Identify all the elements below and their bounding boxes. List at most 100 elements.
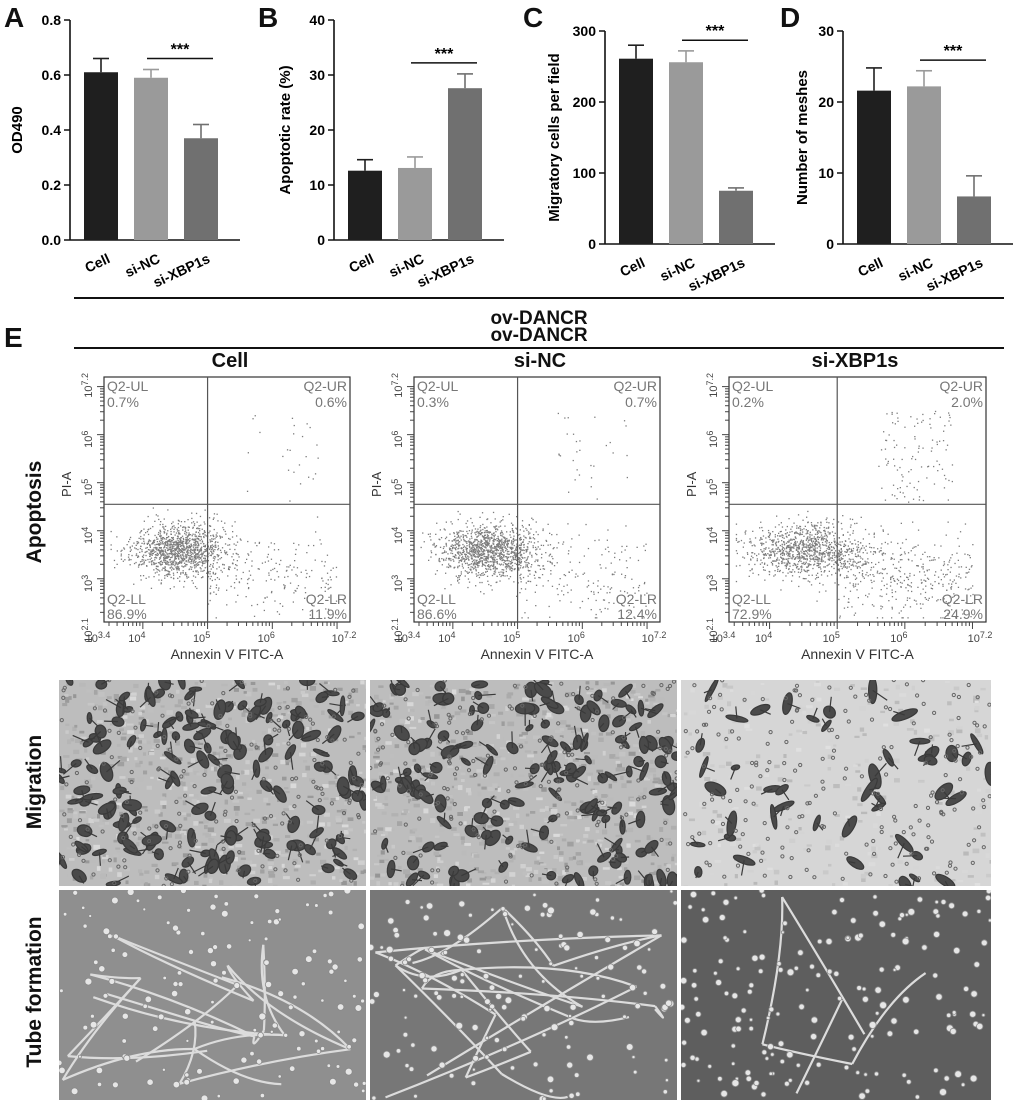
x-tick-label: 103.4 xyxy=(711,630,736,645)
y-tick-label: 0.8 xyxy=(42,12,62,28)
quadrant-name-ul: Q2-UL xyxy=(107,378,148,394)
panel-label-a: A xyxy=(4,2,25,33)
x-axis-title: Annexin V FITC-A xyxy=(481,646,594,662)
y-tick-label: 0.2 xyxy=(42,177,62,193)
y-axis-title: OD490 xyxy=(9,106,26,154)
quadrant-value-ur: 2.0% xyxy=(951,394,983,410)
x-tick-label: Cell xyxy=(617,254,647,279)
quadrant-value-ll: 86.6% xyxy=(417,606,457,622)
quadrant-value-ur: 0.7% xyxy=(625,394,657,410)
y-tick-label: 200 xyxy=(573,94,597,110)
migration-image-si-xbp1s xyxy=(681,680,991,886)
x-tick-label: 105 xyxy=(823,630,840,645)
quadrant-name-ll: Q2-LL xyxy=(107,591,146,607)
significance-label: *** xyxy=(944,43,963,60)
bar xyxy=(348,170,382,240)
x-tick-label: 105 xyxy=(193,630,210,645)
x-tick-label: 107.2 xyxy=(332,630,357,645)
quadrant-value-lr: 11.9% xyxy=(308,606,347,622)
background xyxy=(370,890,677,1100)
x-tick-label: 106 xyxy=(568,630,585,645)
y-tick-label: 105 xyxy=(80,479,95,496)
panel-label-c: C xyxy=(523,2,544,33)
x-tick-label: 103.4 xyxy=(86,630,111,645)
y-axis-title: PI-A xyxy=(59,471,74,497)
y-tick-label: 0 xyxy=(317,232,325,248)
x-tick-label: 103.4 xyxy=(396,630,421,645)
row-label-apoptosis: Apoptosis xyxy=(23,460,46,564)
y-tick-label: 300 xyxy=(573,23,597,39)
group-rule-e xyxy=(74,347,1004,349)
quadrant-value-lr: 24.9% xyxy=(943,606,983,622)
bar xyxy=(957,196,991,244)
x-tick-label: Cell xyxy=(82,250,112,275)
panel-label-e: E xyxy=(4,322,23,353)
x-tick-label: 104 xyxy=(128,630,145,645)
quadrant-name-ll: Q2-LL xyxy=(732,591,771,607)
tube-network xyxy=(375,906,665,1099)
y-axis-title: PI-A xyxy=(684,471,699,497)
row-label-migration: Migration xyxy=(23,734,46,830)
quadrant-value-ll: 72.9% xyxy=(732,606,772,622)
plot-frame xyxy=(103,376,351,623)
y-tick-label: 0 xyxy=(826,236,834,252)
cell-clusters xyxy=(59,890,366,1100)
cell-clusters xyxy=(370,890,677,1100)
quadrant-name-ul: Q2-UL xyxy=(417,378,458,394)
column-title-cell: Cell xyxy=(211,350,249,372)
column-title-si-xbp1s: si-XBP1s xyxy=(811,350,899,372)
y-tick-label: 106 xyxy=(80,431,95,448)
bar xyxy=(669,62,703,244)
pores xyxy=(683,680,991,884)
group-label-e: ov-DANCR xyxy=(490,325,588,346)
texture xyxy=(683,680,991,886)
y-tick-label: 107.2 xyxy=(80,373,95,398)
y-tick-label: 30 xyxy=(818,23,834,39)
y-tick-label: 105 xyxy=(705,479,720,496)
bar xyxy=(619,58,653,244)
bar xyxy=(907,86,941,244)
quadrant-value-ur: 0.6% xyxy=(315,394,347,410)
cells xyxy=(370,680,677,886)
bar xyxy=(184,138,218,240)
quadrant-name-ur: Q2-UR xyxy=(613,378,657,394)
x-tick-label: 105 xyxy=(503,630,520,645)
y-tick-label: 0 xyxy=(588,236,596,252)
y-tick-label: 104 xyxy=(705,527,720,544)
y-tick-label: 0.6 xyxy=(42,67,62,83)
y-tick-label: 106 xyxy=(390,431,405,448)
quadrant-value-ul: 0.2% xyxy=(732,394,764,410)
quadrant-name-lr: Q2-LR xyxy=(616,591,657,607)
quadrant-value-ll: 86.9% xyxy=(107,606,147,622)
migration-image-si-nc xyxy=(370,680,677,886)
y-tick-label: 104 xyxy=(80,527,95,544)
significance-label: *** xyxy=(171,42,190,59)
tube-image-si-nc xyxy=(370,890,677,1100)
x-tick-label: Cell xyxy=(346,250,376,275)
quadrant-name-ul: Q2-UL xyxy=(732,378,773,394)
y-tick-label: 103 xyxy=(705,575,720,592)
y-tick-label: 107.2 xyxy=(390,373,405,398)
x-tick-label: 104 xyxy=(438,630,455,645)
bar-chart-c: 0 100 200 300 Migratory cells per field Cell s… xyxy=(546,23,775,294)
y-tick-label: 103 xyxy=(390,575,405,592)
y-tick-label: 103 xyxy=(80,575,95,592)
x-tick-label: si-XBP1s xyxy=(923,254,985,294)
y-tick-label: 105 xyxy=(390,479,405,496)
event-dots xyxy=(420,412,648,619)
bar xyxy=(398,167,432,240)
x-tick-label: si-XBP1s xyxy=(150,250,212,290)
x-axis-title: Annexin V FITC-A xyxy=(801,646,914,662)
cell-clusters xyxy=(681,890,991,1100)
quadrant-name-ur: Q2-UR xyxy=(939,378,983,394)
row-label-tube-formation: Tube formation xyxy=(23,916,46,1068)
quadrant-name-lr: Q2-LR xyxy=(306,591,347,607)
y-axis-title: Number of meshes xyxy=(794,70,811,205)
plot-frame xyxy=(728,376,987,623)
bar xyxy=(857,90,891,244)
bar xyxy=(84,72,118,240)
